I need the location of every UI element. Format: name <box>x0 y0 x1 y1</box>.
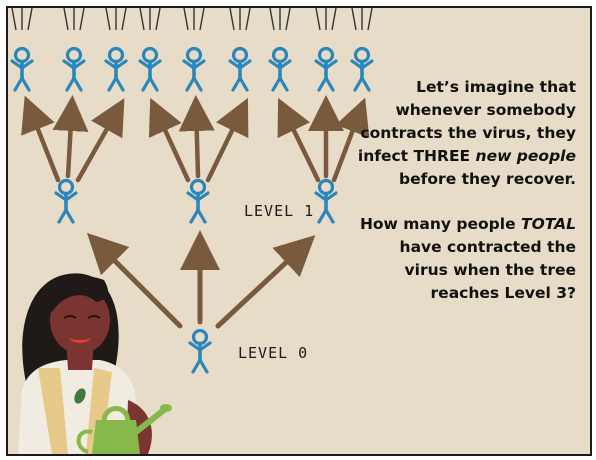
question-paragraph: How many people TOTAL have contracted th… <box>359 215 576 302</box>
person-icon <box>314 46 338 92</box>
level-1-label: LEVEL 1 <box>244 202 315 220</box>
person-icon <box>10 46 34 92</box>
person-icon <box>138 46 162 92</box>
person-icon <box>54 178 78 224</box>
illustration-frame: LEVEL 1 LEVEL 0 Let’s imagine that whene… <box>6 6 592 456</box>
person-icon <box>314 178 338 224</box>
person-icon <box>186 178 210 224</box>
level0-to-level1-arrows <box>86 230 316 329</box>
woman-illustration <box>18 273 172 454</box>
person-icon <box>104 46 128 92</box>
question-text-block: Let’s imagine that whenever somebody con… <box>356 76 576 305</box>
intro-paragraph: Let’s imagine that whenever somebody con… <box>357 78 576 188</box>
person-icon <box>268 46 292 92</box>
level3-rays <box>11 8 373 31</box>
level2-people <box>10 46 374 92</box>
level-0-label: LEVEL 0 <box>238 344 309 362</box>
emphasis-total: TOTAL <box>521 215 576 233</box>
person-icon <box>182 46 206 92</box>
person-icon <box>188 328 212 374</box>
person-icon <box>62 46 86 92</box>
emphasis-new-people: new people <box>475 147 576 165</box>
person-icon <box>228 46 252 92</box>
level1-to-level2-arrows <box>21 95 370 183</box>
infection-tree-illustration <box>10 8 374 454</box>
